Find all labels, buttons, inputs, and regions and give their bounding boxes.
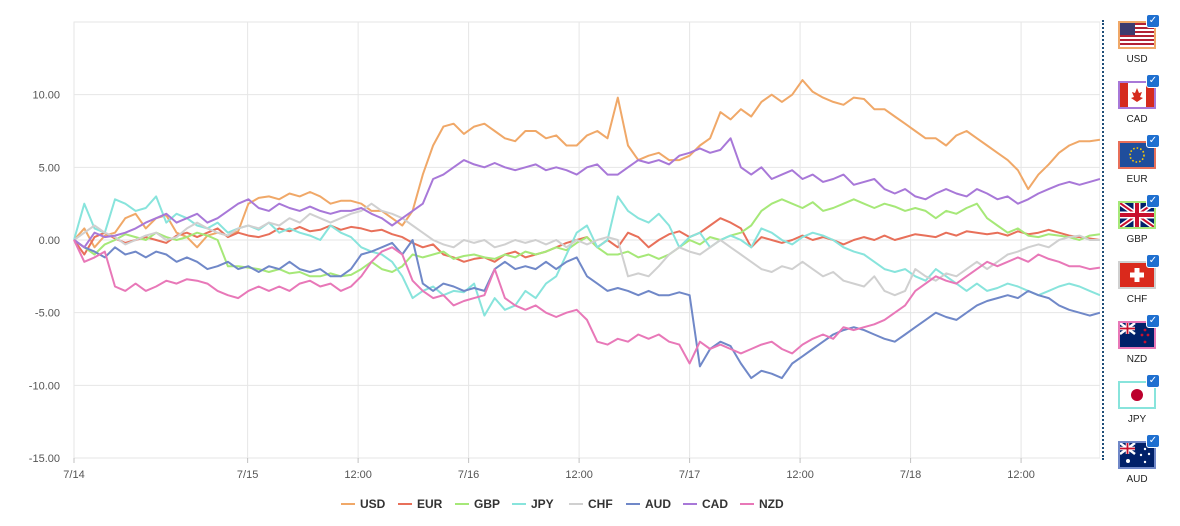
checkbox-checked-icon[interactable]: ✓ [1146, 254, 1160, 268]
y-tick-label: 0.00 [39, 235, 60, 247]
us-flag-icon [1118, 21, 1156, 49]
x-tick-label: 12:00 [565, 469, 593, 481]
currency-code-label: GBP [1126, 234, 1148, 245]
currency-code-label: AUD [1126, 474, 1148, 485]
chart-grid [73, 21, 1100, 463]
legend-item-nzd[interactable]: NZD [759, 497, 784, 511]
series-line-usd [73, 79, 1100, 249]
currency-strength-chart: 10.00 5.00 0.00 -5.00 -10.00 -15.00 7/14 7/15 1… [29, 21, 1100, 511]
x-axis-ticks: 7/14 7/15 12:00 7/16 12:00 7/17 12:00 7/18 12:00… [63, 469, 1035, 481]
currency-toggle-nzd[interactable]: ✓ NZD [1115, 314, 1160, 372]
australia-flag-icon [1118, 441, 1156, 469]
currency-code-label: JPY [1127, 414, 1147, 425]
checkbox-checked-icon[interactable]: ✓ [1146, 434, 1160, 448]
checkbox-checked-icon[interactable]: ✓ [1146, 374, 1160, 388]
checkbox-checked-icon[interactable]: ✓ [1146, 134, 1160, 148]
legend-item-jpy[interactable]: JPY [531, 497, 554, 511]
currency-code-label: EUR [1126, 174, 1148, 185]
currency-toggle-chf[interactable]: ✓ CHF [1115, 254, 1160, 312]
currency-toggle-usd[interactable]: ✓ USD [1115, 14, 1160, 72]
currency-selector-sidebar: ✓ USD ✓ CAD ✓ EUR [1103, 14, 1180, 494]
currency-toggle-gbp[interactable]: ✓ GBP [1115, 194, 1160, 252]
checkbox-checked-icon[interactable]: ✓ [1146, 314, 1160, 328]
currency-code-label: CHF [1126, 294, 1148, 305]
y-tick-label: -15.00 [29, 453, 60, 465]
currency-toggle-cad[interactable]: ✓ CAD [1115, 74, 1160, 132]
legend-item-eur[interactable]: EUR [417, 497, 443, 511]
currency-code-label: CAD [1126, 114, 1148, 125]
legend-item-chf[interactable]: CHF [588, 497, 613, 511]
series-line-jpy [73, 195, 1100, 317]
legend-item-usd[interactable]: USD [360, 497, 386, 511]
currency-code-label: NZD [1126, 354, 1148, 365]
y-tick-label: 10.00 [32, 90, 60, 102]
y-tick-label: -10.00 [29, 380, 60, 392]
x-tick-label: 12:00 [1007, 469, 1035, 481]
series-line-nzd [73, 239, 1100, 365]
chart-legend: USD EUR GBP JPY CHF AUD CAD NZD [341, 497, 784, 511]
sidebar-divider [1102, 20, 1104, 460]
y-tick-label: 5.00 [39, 162, 60, 174]
canada-flag-icon [1118, 81, 1156, 109]
currency-toggle-jpy[interactable]: ✓ JPY [1115, 374, 1160, 432]
series-line-cad [73, 137, 1100, 249]
x-tick-label: 7/16 [458, 469, 479, 481]
legend-item-aud[interactable]: AUD [645, 497, 671, 511]
currency-toggle-aud[interactable]: ✓ AUD [1115, 434, 1160, 492]
legend-item-cad[interactable]: CAD [702, 497, 728, 511]
x-tick-label: 7/15 [237, 469, 258, 481]
currency-toggle-eur[interactable]: ✓ EUR [1115, 134, 1160, 192]
currency-code-label: USD [1126, 54, 1148, 65]
x-tick-label: 7/17 [679, 469, 700, 481]
x-tick-label: 7/18 [900, 469, 921, 481]
y-axis-ticks: 10.00 5.00 0.00 -5.00 -10.00 -15.00 [29, 90, 60, 465]
legend-item-gbp[interactable]: GBP [474, 497, 500, 511]
x-tick-label: 12:00 [786, 469, 814, 481]
chart-series-lines [73, 79, 1100, 380]
series-line-chf [73, 202, 1100, 297]
y-tick-label: -5.00 [35, 308, 60, 320]
x-tick-label: 12:00 [344, 469, 372, 481]
x-tick-label: 7/14 [63, 469, 84, 481]
checkbox-checked-icon[interactable]: ✓ [1146, 194, 1160, 208]
checkbox-checked-icon[interactable]: ✓ [1146, 14, 1160, 28]
checkbox-checked-icon[interactable]: ✓ [1146, 74, 1160, 88]
series-line-aud [73, 239, 1100, 380]
